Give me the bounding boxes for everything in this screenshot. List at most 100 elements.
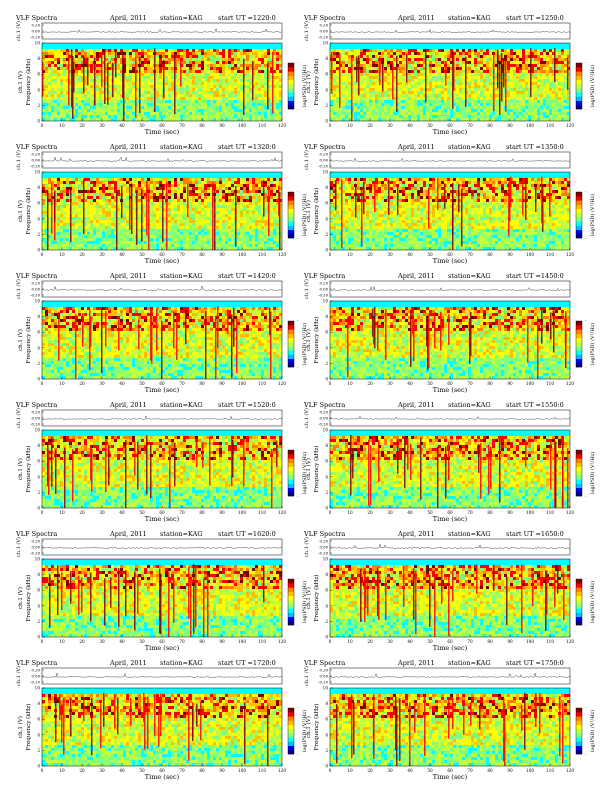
x-tick-label: 0	[41, 381, 44, 386]
y-tick-label: 2	[37, 361, 40, 366]
x-tick-label: 90	[219, 123, 225, 128]
x-tick-label: 80	[199, 252, 205, 257]
x-tick-label: 30	[387, 381, 393, 386]
spectrogram-image	[330, 559, 570, 637]
y-tick-label: 2	[37, 103, 40, 108]
x-tick-label: 120	[566, 123, 574, 128]
colorbar-tick-label: -	[585, 576, 587, 581]
waveform-frame	[330, 668, 570, 684]
panel-title: VLF Spectra	[303, 659, 345, 667]
y-axis-label: Frequency (kHz)	[313, 188, 320, 235]
ch-tick-label: -0.20	[318, 551, 328, 556]
panel-start-time: start UT =1520:0	[218, 401, 276, 409]
x-tick-label: 40	[407, 123, 413, 128]
y-tick-label: 10	[35, 41, 41, 46]
ch-tick-label: 0.20	[32, 281, 41, 286]
x-tick-label: 110	[546, 768, 554, 773]
panel-title: VLF Spectra	[15, 659, 57, 667]
colorbar	[288, 579, 294, 625]
y-tick-label: 8	[37, 701, 40, 706]
y-tick-label: 4	[37, 345, 40, 350]
x-tick-label: 120	[566, 768, 574, 773]
x-tick-label: 100	[526, 510, 534, 515]
x-tick-label: 20	[367, 510, 373, 515]
y-axis-label: Frequency (kHz)	[25, 188, 32, 235]
colorbar-label: log(PSD) (V²/Hz)	[589, 65, 596, 107]
x-tick-label: 100	[238, 510, 246, 515]
x-tick-label: 110	[258, 381, 266, 386]
colorbar-tick-label: -	[585, 365, 587, 370]
x-tick-label: 40	[119, 639, 125, 644]
waveform-frame	[330, 281, 570, 297]
x-tick-label: 40	[407, 252, 413, 257]
y-tick-label: 2	[37, 619, 40, 624]
y-tick-label: 8	[37, 572, 40, 577]
y-tick-label: 10	[323, 41, 329, 46]
colorbar-tick-label: -	[297, 189, 299, 194]
x-tick-label: 80	[487, 768, 493, 773]
spectrum-ch-label: ch.1 (V)	[17, 329, 24, 351]
x-tick-label: 0	[329, 768, 332, 773]
x-tick-label: 80	[487, 252, 493, 257]
x-tick-label: 80	[487, 381, 493, 386]
ch-axis-label: ch.1 (V)	[303, 150, 310, 170]
panel-title: VLF Spectra	[15, 272, 57, 280]
x-tick-label: 90	[219, 639, 225, 644]
ch-axis-label: ch.1 (V)	[303, 408, 310, 428]
x-tick-label: 80	[487, 510, 493, 515]
x-tick-label: 90	[507, 381, 513, 386]
x-tick-label: 10	[59, 639, 65, 644]
x-tick-label: 100	[526, 639, 534, 644]
x-tick-label: 90	[219, 768, 225, 773]
panel-title: VLF Spectra	[303, 14, 345, 22]
panel-start-time: start UT =1350:0	[506, 143, 564, 151]
x-axis-label: Time (sec)	[145, 773, 180, 781]
x-tick-label: 30	[99, 252, 105, 257]
y-tick-label: 10	[323, 299, 329, 304]
y-tick-label: 6	[37, 459, 40, 464]
x-tick-label: 10	[347, 381, 353, 386]
waveform-frame	[42, 539, 282, 555]
x-tick-label: 30	[99, 768, 105, 773]
x-tick-label: 0	[41, 123, 44, 128]
colorbar-tick-label: -	[297, 60, 299, 65]
colorbar-tick-label: -	[297, 576, 299, 581]
colorbar-tick-label: -	[585, 60, 587, 65]
x-tick-label: 20	[79, 252, 85, 257]
colorbar-label: log(PSD) (V²/Hz)	[589, 452, 596, 494]
colorbar	[576, 579, 582, 625]
spectrogram-image	[42, 301, 282, 379]
ch-tick-label: -0.20	[318, 293, 328, 298]
y-tick-label: 4	[37, 216, 40, 221]
x-tick-label: 0	[329, 510, 332, 515]
spectrum-ch-label: ch.1 (V)	[305, 200, 312, 222]
panel-title: VLF Spectra	[15, 401, 57, 409]
y-axis-label: Frequency (kHz)	[25, 446, 32, 493]
panel-station: station=KAG	[160, 272, 203, 280]
y-tick-label: 4	[37, 474, 40, 479]
y-tick-label: 6	[37, 72, 40, 77]
panel-station: station=KAG	[160, 143, 203, 151]
ch-tick-label: 0.20	[320, 152, 329, 157]
panel-date: April, 2011	[397, 659, 435, 667]
ch-axis-label: ch.1 (V)	[303, 537, 310, 557]
y-tick-label: 2	[37, 748, 40, 753]
x-tick-label: 110	[546, 381, 554, 386]
spectrum-ch-label: ch.1 (V)	[305, 458, 312, 480]
colorbar	[576, 192, 582, 238]
ch-axis-label: ch.1 (V)	[15, 279, 22, 299]
x-tick-label: 40	[119, 768, 125, 773]
y-tick-label: 2	[325, 748, 328, 753]
y-tick-label: 10	[35, 557, 41, 562]
x-tick-label: 120	[278, 639, 286, 644]
x-tick-label: 30	[99, 381, 105, 386]
y-tick-label: 10	[35, 299, 41, 304]
panel-station: station=KAG	[160, 401, 203, 409]
y-tick-label: 10	[35, 170, 41, 175]
colorbar-tick-label: -	[297, 236, 299, 241]
